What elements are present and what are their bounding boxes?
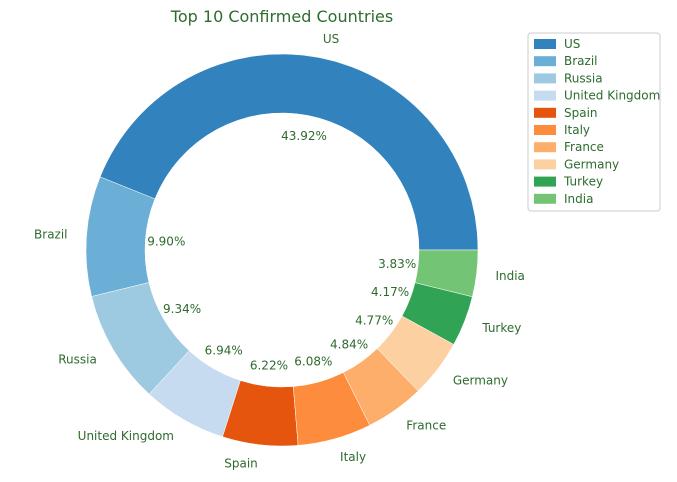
- legend-swatch-united-kingdom: [534, 90, 556, 101]
- percent-label-italy: 6.08%: [294, 355, 332, 369]
- legend-swatch-germany: [534, 159, 556, 170]
- percent-label-spain: 6.22%: [250, 358, 288, 372]
- percent-label-united-kingdom: 6.94%: [205, 343, 243, 357]
- legend-swatch-brazil: [534, 56, 556, 67]
- legend-label-brazil: Brazil: [564, 54, 598, 68]
- legend-swatch-france: [534, 142, 556, 153]
- legend-label-india: India: [564, 192, 593, 206]
- percent-label-germany: 4.77%: [355, 313, 393, 327]
- slice-label-brazil: Brazil: [34, 228, 68, 242]
- percent-labels: 43.92% 9.90% 9.34% 6.94% 6.22% 6.08% 4.84% 4.77…: [147, 129, 416, 372]
- legend-label-france: France: [564, 140, 604, 154]
- legend-label-russia: Russia: [564, 71, 603, 85]
- slice-label-italy: Italy: [340, 450, 366, 464]
- legend-swatch-spain: [534, 107, 556, 118]
- slice-label-turkey: Turkey: [481, 321, 521, 335]
- percent-label-russia: 9.34%: [163, 302, 201, 316]
- slice-us: [99, 53, 479, 251]
- legend-swatch-russia: [534, 73, 556, 84]
- legend: US Brazil Russia United Kingdom Spain Italy Fr…: [527, 32, 661, 212]
- slice-india: [414, 249, 479, 298]
- percent-label-us: 43.92%: [281, 129, 327, 143]
- slice-label-india: India: [495, 269, 524, 283]
- percent-label-india: 3.83%: [378, 257, 416, 271]
- slice-label-russia: Russia: [58, 352, 97, 366]
- legend-label-united-kingdom: United Kingdom: [564, 89, 660, 103]
- legend-label-turkey: Turkey: [563, 175, 603, 189]
- slice-label-us: US: [323, 32, 339, 46]
- slice-label-france: France: [406, 418, 446, 432]
- donut-slices: [85, 53, 479, 447]
- legend-swatch-turkey: [534, 176, 556, 187]
- legend-label-us: US: [564, 37, 580, 51]
- slice-labels: US Brazil Russia United Kingdom Spain Italy Fr…: [34, 32, 525, 471]
- legend-items: US Brazil Russia United Kingdom Spain Italy Fr…: [534, 37, 660, 206]
- chart-title: Top 10 Confirmed Countries: [170, 7, 393, 26]
- slice-label-germany: Germany: [453, 374, 508, 388]
- slice-brazil: [85, 176, 156, 297]
- legend-swatch-india: [534, 193, 556, 204]
- slice-label-united-kingdom: United Kingdom: [78, 429, 174, 443]
- slice-label-spain: Spain: [224, 457, 258, 471]
- percent-label-turkey: 4.17%: [371, 285, 409, 299]
- legend-swatch-us: [534, 39, 556, 49]
- legend-label-italy: Italy: [564, 123, 590, 137]
- percent-label-brazil: 9.90%: [147, 235, 185, 249]
- legend-label-spain: Spain: [564, 106, 598, 120]
- legend-label-germany: Germany: [564, 157, 619, 171]
- legend-box: [527, 32, 661, 212]
- percent-label-france: 4.84%: [330, 338, 368, 352]
- legend-swatch-italy: [534, 125, 556, 135]
